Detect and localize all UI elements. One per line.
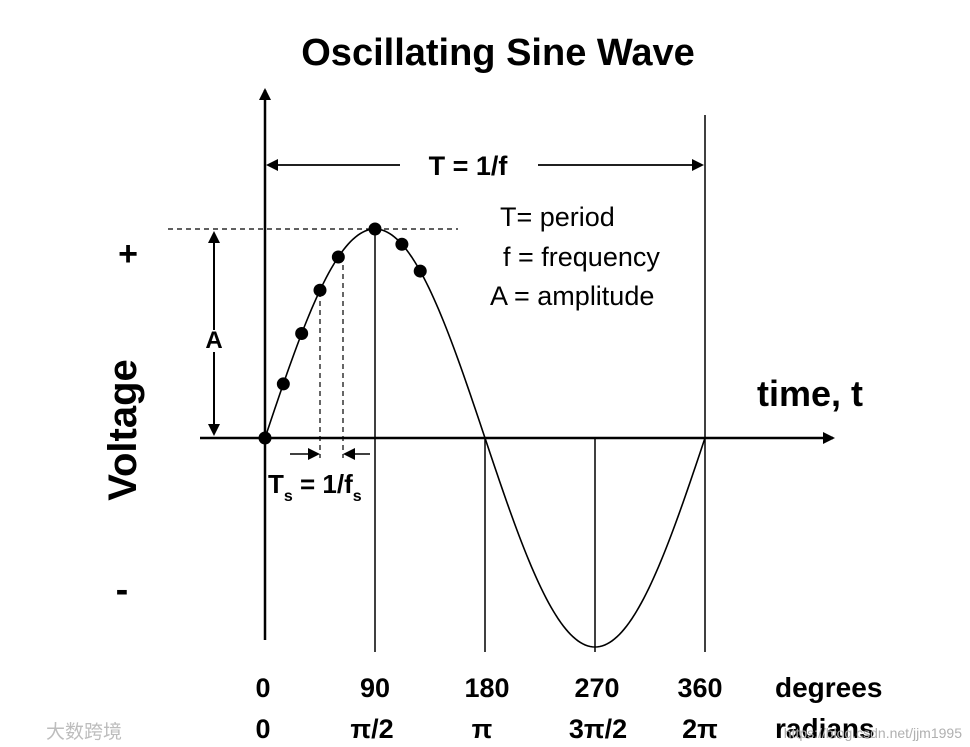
sample-points [258, 222, 427, 445]
amplitude-label: A [205, 327, 222, 354]
sampling-label: Ts = 1/fs [268, 469, 362, 505]
legend-frequency: f = frequency [503, 242, 660, 272]
diagram-title: Oscillating Sine Wave [301, 32, 695, 74]
radian-tick-0: 0 [255, 714, 270, 744]
degree-tick-270: 270 [574, 673, 619, 703]
radian-tick-pi-2: π/2 [350, 714, 393, 744]
voltage-label: Voltage [101, 359, 145, 501]
legend-period: T= period [500, 202, 615, 232]
sample-point-1 [276, 377, 290, 391]
sample-point-4 [331, 250, 345, 264]
period-label: T = 1/f [429, 151, 509, 181]
sample-point-7 [413, 264, 427, 278]
degree-tick-180: 180 [464, 673, 509, 703]
voltage-minus: - [116, 569, 129, 611]
radian-tick-pi: π [472, 714, 493, 744]
radian-tick-3pi-2: 3π/2 [569, 714, 627, 744]
degree-tick-0: 0 [255, 673, 270, 703]
legend-amplitude: A = amplitude [490, 281, 654, 311]
degree-tick-90: 90 [360, 673, 390, 703]
sample-point-2 [295, 327, 309, 340]
sample-point-0 [258, 431, 272, 445]
degrees-label: degrees [775, 672, 882, 703]
voltage-plus: + [118, 235, 138, 273]
sample-point-5 [368, 222, 382, 236]
watermark-left: 大数跨境 [46, 721, 122, 743]
sample-point-6 [395, 237, 409, 251]
watermark-right: https://blog.csdn.net/jjm1995 [784, 725, 962, 741]
degree-tick-360: 360 [677, 673, 722, 703]
radian-tick-2pi: 2π [682, 714, 718, 744]
radians-label: radians [775, 713, 875, 744]
sample-point-3 [313, 283, 327, 297]
time-label: time, t [757, 373, 863, 414]
